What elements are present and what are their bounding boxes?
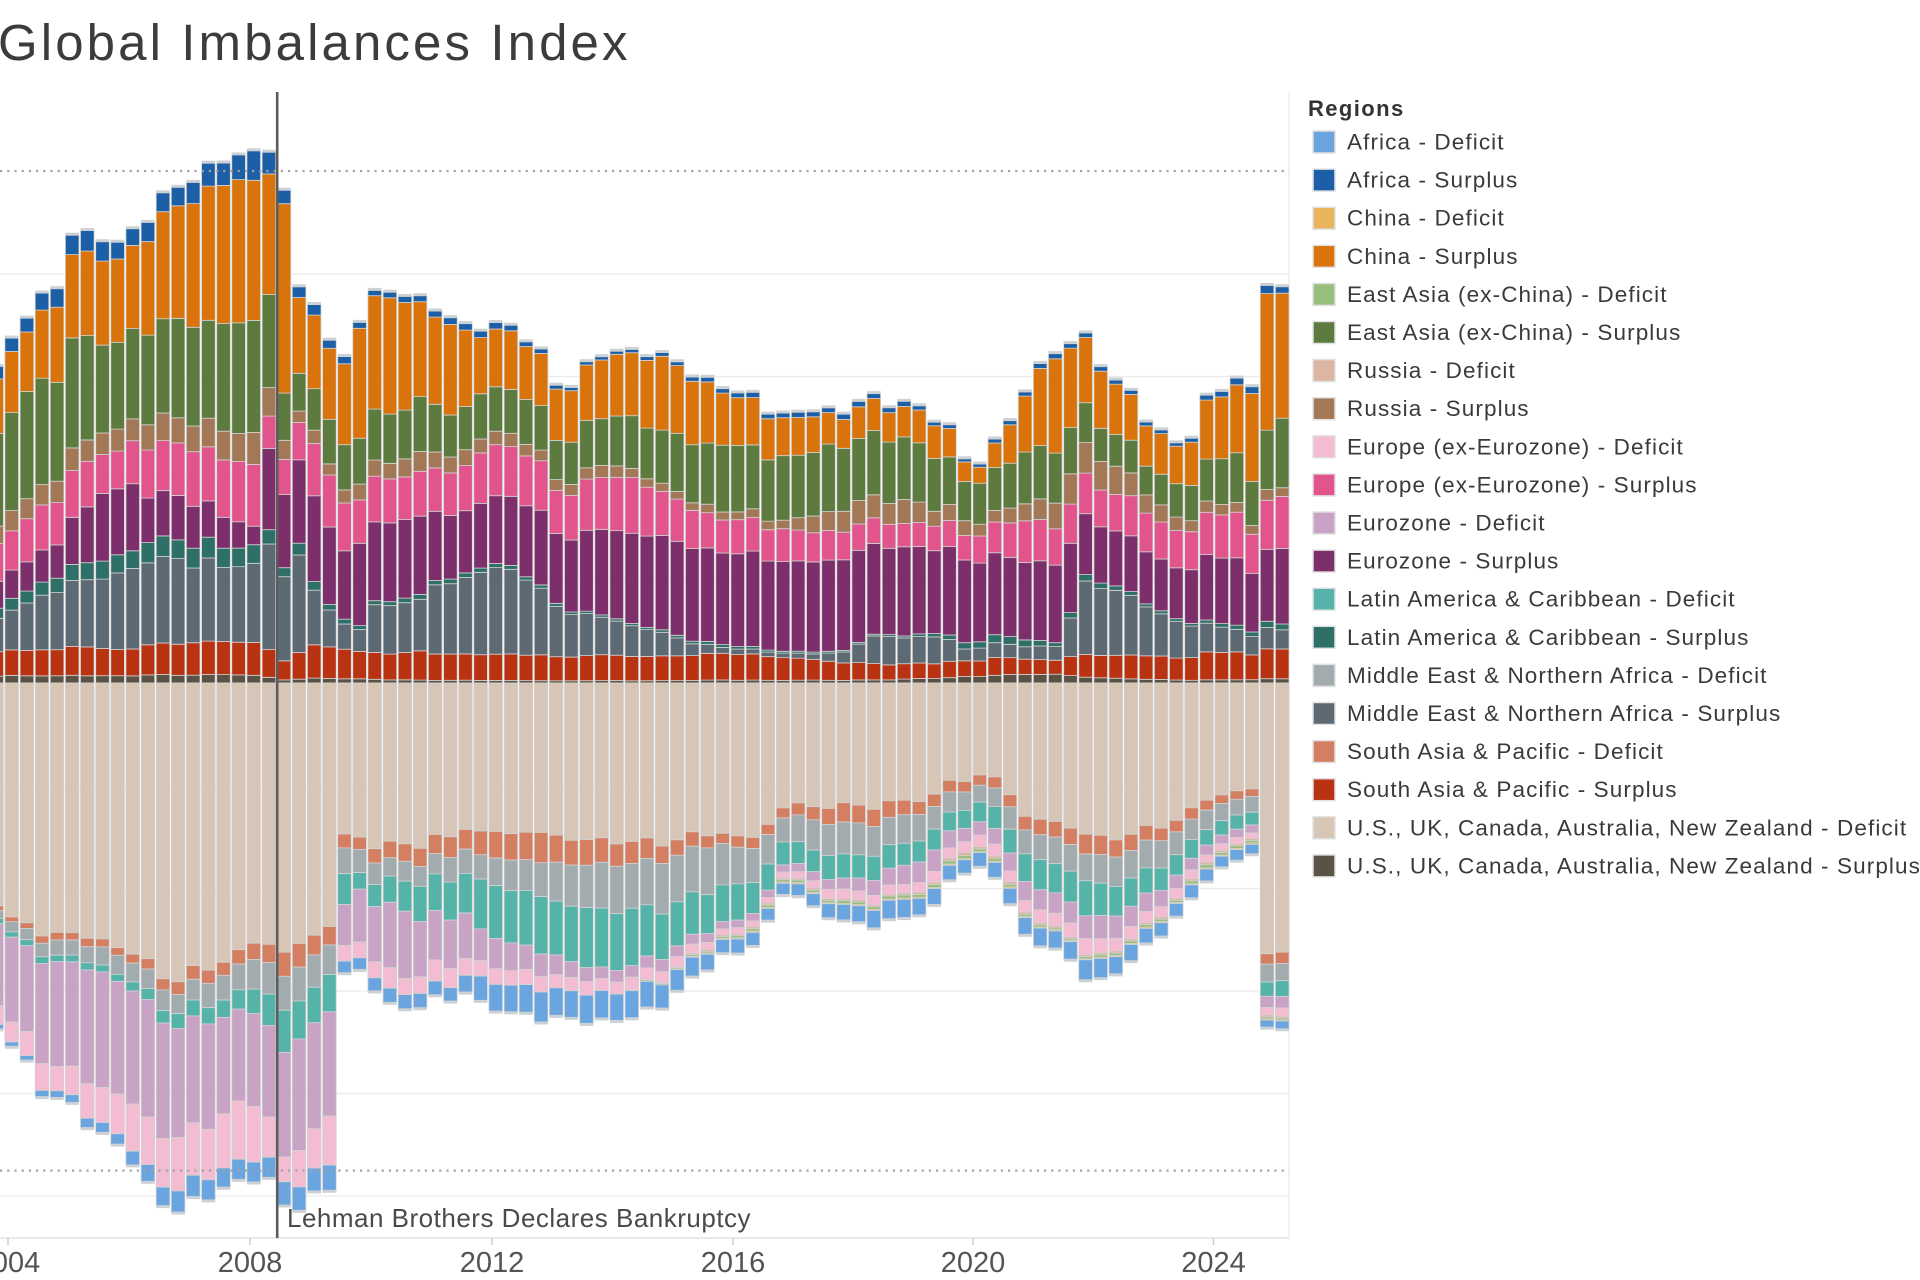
svg-text:2024: 2024 — [1181, 1247, 1246, 1279]
svg-text:Global Imbalances Index: Global Imbalances Index — [0, 14, 631, 71]
svg-text:Russia - Deficit: Russia - Deficit — [1347, 358, 1516, 383]
svg-text:Russia - Surplus: Russia - Surplus — [1347, 396, 1530, 421]
svg-text:2004: 2004 — [0, 1247, 40, 1279]
svg-text:China - Surplus: China - Surplus — [1347, 244, 1519, 269]
svg-text:2012: 2012 — [460, 1247, 525, 1279]
svg-text:East Asia (ex-China) - Deficit: East Asia (ex-China) - Deficit — [1347, 282, 1668, 307]
svg-text:Eurozone - Surplus: Eurozone - Surplus — [1347, 549, 1559, 574]
svg-text:2020: 2020 — [941, 1247, 1006, 1279]
svg-text:Middle East & Northern Africa: Middle East & Northern Africa - Surplus — [1347, 701, 1781, 726]
svg-text:U.S., UK, Canada, Australia, N: U.S., UK, Canada, Australia, New Zealand… — [1347, 853, 1920, 878]
svg-text:South Asia & Pacific - Surplus: South Asia & Pacific - Surplus — [1347, 777, 1678, 802]
svg-text:China - Deficit: China - Deficit — [1347, 206, 1505, 231]
svg-text:2008: 2008 — [218, 1247, 283, 1279]
svg-text:Europe (ex-Eurozone) - Deficit: Europe (ex-Eurozone) - Deficit — [1347, 434, 1684, 459]
svg-text:Lehman Brothers Declares Bankr: Lehman Brothers Declares Bankruptcy — [287, 1203, 751, 1233]
svg-text:Europe (ex-Eurozone) - Surplus: Europe (ex-Eurozone) - Surplus — [1347, 472, 1698, 497]
svg-text:Middle East & Northern Africa: Middle East & Northern Africa - Deficit — [1347, 663, 1768, 688]
svg-text:Latin America & Caribbean - De: Latin America & Caribbean - Deficit — [1347, 587, 1736, 612]
svg-text:South Asia & Pacific - Deficit: South Asia & Pacific - Deficit — [1347, 739, 1664, 764]
svg-text:Africa - Surplus: Africa - Surplus — [1347, 168, 1518, 193]
svg-text:Africa - Deficit: Africa - Deficit — [1347, 130, 1505, 155]
svg-text:Latin America & Caribbean - Su: Latin America & Caribbean - Surplus — [1347, 625, 1749, 650]
svg-text:Eurozone - Deficit: Eurozone - Deficit — [1347, 511, 1546, 536]
svg-text:2016: 2016 — [701, 1247, 766, 1279]
svg-text:U.S., UK, Canada, Australia, N: U.S., UK, Canada, Australia, New Zealand… — [1347, 815, 1907, 840]
svg-text:East Asia (ex-China) - Surplus: East Asia (ex-China) - Surplus — [1347, 320, 1681, 345]
svg-text:Regions: Regions — [1308, 96, 1405, 121]
